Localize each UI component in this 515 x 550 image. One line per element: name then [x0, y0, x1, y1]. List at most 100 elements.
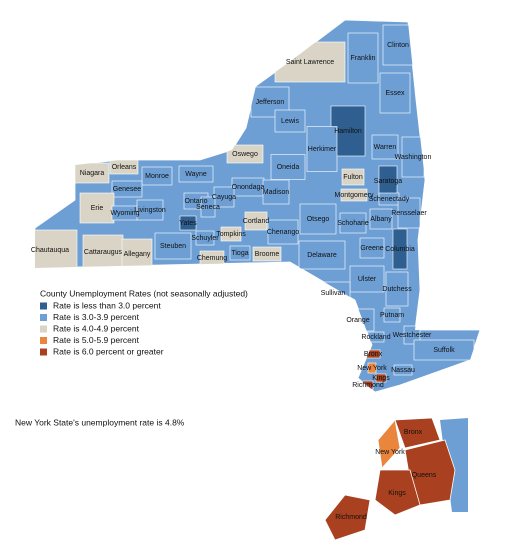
- county: [340, 188, 368, 202]
- inset-label: Kings: [388, 490, 406, 497]
- county-label: Hamilton: [334, 128, 362, 135]
- county-label: Clinton: [387, 42, 409, 49]
- legend-swatch: [40, 337, 47, 344]
- county-label: Kings: [372, 375, 390, 382]
- county: [382, 24, 414, 66]
- county-label: Tioga: [231, 250, 248, 257]
- county-label: Montgomery: [335, 192, 374, 199]
- county-label: Broome: [255, 251, 280, 258]
- legend-label: Rate is 6.0 percent or greater: [53, 346, 164, 356]
- county: [179, 215, 197, 231]
- county: [244, 211, 268, 231]
- county-label: Franklin: [351, 55, 376, 62]
- county-label: Greene: [360, 245, 383, 252]
- legend-swatch: [40, 348, 47, 356]
- county-label: Tompkins: [216, 231, 246, 238]
- county: [267, 219, 299, 245]
- county-label: Saint Lawrence: [286, 59, 334, 66]
- county: [195, 230, 215, 246]
- county: [397, 197, 421, 229]
- county: [109, 159, 139, 175]
- county-label: Ulster: [358, 276, 377, 283]
- county: [262, 179, 290, 205]
- inset-borough: [374, 469, 421, 516]
- county-label: Erie: [91, 205, 104, 212]
- county: [154, 232, 192, 260]
- county-label: Madison: [263, 189, 290, 196]
- county-label: Warren: [374, 144, 397, 151]
- inset-nassau: [440, 418, 468, 512]
- inset-label: New York: [375, 449, 405, 456]
- county-labels: Saint Lawrence Franklin Clinton Essex Jeffer…: [31, 42, 455, 389]
- county-label: Dutchess: [382, 286, 412, 293]
- county-label: Orleans: [112, 164, 137, 171]
- inset-label: Richmond: [335, 514, 367, 521]
- inset-map: Bronx New York Queens Kings Richmond: [324, 417, 456, 541]
- county: [383, 307, 401, 323]
- county-label: Steuben: [160, 243, 186, 250]
- legend-label: Rate is 3.0-3.9 percent: [53, 312, 140, 322]
- county: [349, 265, 385, 293]
- county: [367, 362, 377, 374]
- inset-label: Bronx: [404, 429, 423, 436]
- county: [111, 180, 143, 198]
- county-label: Suffolk: [433, 347, 455, 354]
- county-label: Cattaraugus: [84, 249, 123, 256]
- county-label: Genesee: [113, 186, 142, 193]
- county: [371, 134, 399, 160]
- inset-label: Queens: [412, 472, 437, 479]
- legend-swatch: [40, 325, 47, 333]
- county-label: Rockland: [361, 334, 390, 341]
- county-label: Sullivan: [321, 290, 346, 297]
- county: [306, 126, 338, 172]
- county: [379, 72, 411, 114]
- county-label: Onondaga: [232, 184, 265, 191]
- county: [121, 238, 153, 270]
- county-label: Washington: [395, 154, 432, 161]
- county-label: Cortland: [243, 218, 270, 225]
- county-label: Chenango: [267, 229, 299, 236]
- county: [375, 373, 387, 383]
- county: [403, 325, 421, 345]
- legend-swatch: [40, 302, 47, 310]
- county: [200, 196, 216, 218]
- county-label: Otsego: [307, 216, 330, 223]
- county: [393, 364, 413, 376]
- legend-label: Rate is 4.0-4.9 percent: [53, 323, 140, 333]
- county-label: Rensselaer: [391, 210, 427, 217]
- county: [141, 166, 173, 186]
- county: [35, 229, 78, 271]
- inset-borough: [324, 494, 371, 541]
- county-label: Monroe: [145, 173, 169, 180]
- county-label: Schenectady: [369, 196, 410, 203]
- county: [274, 109, 306, 133]
- county-label: New York: [357, 365, 387, 372]
- county-label: Wyoming: [110, 210, 139, 217]
- county: [392, 228, 408, 270]
- note: New York State's unemployment rate is 4.…: [15, 417, 185, 427]
- county: [270, 154, 306, 180]
- county: [369, 208, 393, 230]
- county: [298, 240, 346, 270]
- county: [341, 168, 365, 186]
- county-label: Bronx: [364, 351, 383, 358]
- county: [339, 212, 367, 234]
- county-label: Livingston: [134, 207, 166, 214]
- county-label: Orange: [346, 317, 369, 324]
- county-label: Oswego: [232, 151, 258, 158]
- county: [226, 144, 264, 164]
- county-label: Albany: [370, 216, 392, 223]
- county: [252, 246, 282, 262]
- legend-title: County Unemployment Rates (not seasonall…: [40, 288, 248, 298]
- county: [250, 86, 290, 118]
- county: [82, 234, 124, 270]
- inset-borough: [394, 417, 441, 449]
- county-label: Jefferson: [256, 99, 285, 106]
- legend: County Unemployment Rates (not seasonall…: [40, 288, 248, 356]
- county-label: Niagara: [80, 170, 105, 177]
- county-label: Oneida: [277, 164, 300, 171]
- county-label: Nassau: [391, 367, 415, 374]
- county-label: Seneca: [196, 204, 220, 211]
- county-label: Delaware: [307, 252, 337, 259]
